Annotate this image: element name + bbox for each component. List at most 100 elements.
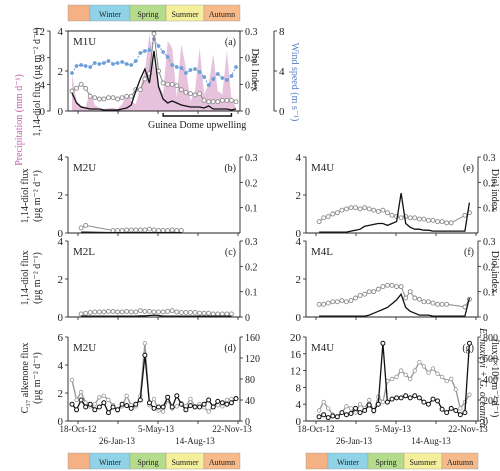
diol-point: [416, 296, 422, 302]
coccolith-point: [398, 368, 404, 373]
left-tick-label: 6: [58, 332, 64, 344]
alkenone-point: [407, 395, 413, 401]
alkenone-point: [146, 400, 152, 406]
wind-point: [206, 83, 211, 87]
diol-point: [430, 217, 436, 223]
coccolith-point: [160, 409, 166, 414]
diol-point: [169, 227, 175, 233]
right-tick-label: 0.3: [245, 153, 258, 164]
right-tick-label: 0.1: [483, 288, 496, 299]
left-tick-label: 20: [290, 332, 302, 344]
wind-tick-label: 0: [279, 106, 285, 118]
diol-point: [228, 311, 234, 317]
wind-point: [111, 62, 115, 66]
diol-point: [219, 97, 225, 103]
alkenone-point: [119, 401, 125, 407]
season-bar-bottom-left: Winter Spring Summer Autumn: [67, 452, 241, 470]
season-segment: [67, 4, 91, 22]
diol-point: [206, 99, 212, 105]
left-tick-label: 8: [296, 382, 302, 394]
wind-point: [170, 63, 175, 67]
alkenone-point: [183, 407, 189, 413]
alkenone-point: [115, 407, 121, 413]
alkenone-point: [133, 401, 139, 407]
diol-point: [439, 219, 445, 225]
coccolith-point: [206, 409, 211, 414]
diol-flux-line: [71, 50, 237, 111]
coccolith-point: [408, 376, 413, 382]
diol-point: [137, 87, 143, 93]
right-tick-label: 0.2: [483, 262, 496, 273]
right-tick-label: 0.3: [245, 27, 258, 38]
diol-point: [192, 92, 198, 98]
diol-point: [353, 205, 359, 211]
right-tick-label: 0.3: [245, 237, 258, 248]
alkenone-point: [169, 404, 175, 410]
left-tick-label: 2: [58, 66, 64, 78]
left-tick-label: 4: [58, 236, 64, 248]
coccolith-point: [426, 370, 431, 375]
alkenone-point: [87, 401, 93, 407]
coccolith-point: [458, 406, 463, 411]
alkenone-point: [325, 415, 331, 421]
alkenone-point: [187, 403, 193, 409]
station-label: M2L: [73, 246, 95, 258]
wind-point: [215, 72, 220, 76]
right-tick-label: 160: [245, 333, 260, 344]
date-label-4: 14-Aug-13: [175, 436, 215, 446]
wind-point: [202, 75, 207, 79]
season-label: Spring: [137, 10, 158, 19]
diol-point: [124, 308, 130, 314]
wind-point: [92, 61, 97, 65]
date-label-r1: 18-Oct-12: [298, 424, 335, 434]
upwelling-label: Guinea Dome upwelling: [148, 120, 246, 131]
diol-point: [371, 207, 377, 213]
date-label-r3: 5-May-13: [375, 424, 411, 434]
diol-point: [151, 309, 157, 315]
wind-point: [138, 51, 143, 55]
date-label-r4: 14-Aug-13: [411, 436, 451, 446]
wind-point: [234, 65, 238, 69]
alkenone-point: [444, 410, 450, 416]
coccolith-point: [69, 377, 75, 383]
right-tick-label: 0: [245, 107, 250, 118]
date-label-3: 5-May-13: [138, 424, 174, 434]
alkenone-point: [348, 410, 354, 416]
coccolith-point: [215, 403, 220, 408]
left-tick-label: 0: [296, 416, 302, 428]
wind-point: [211, 77, 216, 81]
coccolith-point: [412, 368, 417, 373]
diol-point: [110, 95, 116, 101]
alkenone-point: [128, 405, 134, 411]
diol-point: [325, 300, 331, 306]
left-tick-label: 4: [296, 399, 302, 411]
alkenone-point: [137, 397, 143, 403]
season-segment: [203, 452, 241, 470]
diol-point: [165, 308, 171, 314]
season-segment: [441, 452, 479, 470]
diol-point: [78, 81, 84, 87]
season-label: Summer: [171, 10, 198, 19]
wind-point: [70, 71, 74, 75]
alkenone-point: [366, 402, 372, 408]
diol-point: [389, 282, 395, 288]
alkenone-point: [398, 395, 404, 401]
diol-point: [187, 309, 193, 315]
diol-point: [169, 81, 175, 87]
diol-point: [110, 308, 116, 314]
right-tick-label: 40: [245, 396, 255, 407]
diol-point: [183, 309, 189, 315]
wind-point: [88, 65, 93, 69]
diol-flux-line: [319, 192, 471, 233]
alkenone-point: [160, 404, 166, 410]
coccolith-point: [74, 397, 79, 403]
season-label: Autumn: [209, 10, 235, 19]
alkenone-point: [105, 410, 111, 416]
coccolith-point: [389, 376, 395, 382]
diol-point: [228, 97, 234, 103]
coccolith-point: [142, 341, 148, 346]
season-label: Spring: [375, 458, 396, 467]
wind-point: [133, 59, 138, 63]
wind-point: [101, 61, 106, 65]
